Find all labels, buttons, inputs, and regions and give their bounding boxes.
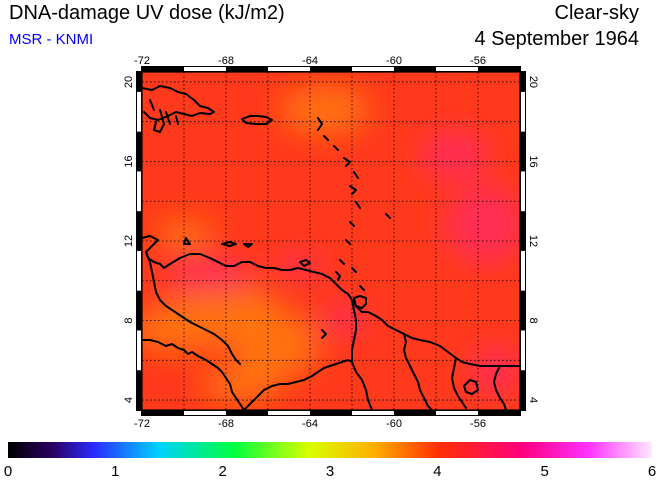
coastlines	[141, 85, 521, 411]
colorbar-tick-label: 6	[648, 463, 656, 480]
coastline-puerto-rico	[241, 115, 273, 125]
lon-tick-label-bottom: -56	[470, 418, 486, 430]
lat-tick-label-right: 20	[527, 76, 539, 88]
lat-tick-label-left: 20	[123, 76, 135, 88]
colorbar-tick-label: 5	[540, 463, 548, 480]
frame-segment	[521, 211, 526, 251]
frame-segment	[226, 67, 268, 72]
frame-segment	[142, 411, 184, 416]
lon-tick-label-top: -68	[218, 55, 234, 67]
lat-tick-label-left: 16	[123, 155, 135, 167]
frame-segment	[137, 131, 142, 172]
field-patch	[470, 345, 520, 395]
lon-tick-label-bottom: -68	[218, 418, 234, 430]
colorbar-tick-label: 3	[326, 463, 334, 480]
field-patch	[280, 85, 370, 135]
map-date: 4 September 1964	[474, 28, 639, 50]
frame-segment	[521, 370, 526, 410]
graticule	[142, 72, 520, 410]
coastline-lesser-antilles	[317, 117, 391, 291]
uv-dose-field	[142, 72, 520, 410]
border-guyana-suriname	[403, 333, 433, 411]
lat-tick-label-right: 12	[527, 235, 539, 247]
frame-segment	[310, 67, 352, 72]
border-venezuela-brazil	[243, 359, 353, 411]
coastline-southamerica	[141, 235, 521, 367]
border-venezuela-colombia	[141, 339, 245, 411]
frame-segment	[478, 411, 520, 416]
lon-tick-label-top: -60	[386, 55, 402, 67]
coastline-islands-east	[321, 329, 479, 395]
lon-tick-label-bottom: -64	[302, 418, 318, 430]
lon-tick-label-top: -64	[302, 55, 318, 67]
colorbar-tick-labels: 0 1 2 3 4 5 6	[4, 463, 656, 480]
colorbar-gradient	[8, 442, 652, 458]
map-title: DNA-damage UV dose (kJ/m2)	[9, 2, 285, 24]
frame-segment	[137, 211, 142, 251]
colorbar-tick-label: 0	[4, 463, 12, 480]
field-patch	[155, 220, 215, 250]
frame-segment	[226, 411, 268, 416]
border-suriname-guiana	[451, 357, 467, 409]
border-maracaibo	[145, 251, 241, 365]
lat-tick-label-left: 8	[123, 317, 135, 323]
field-patch	[445, 185, 520, 265]
field-patch	[230, 310, 320, 380]
field-patch	[420, 130, 490, 180]
frame-segment	[478, 67, 520, 72]
coastline-margarita	[299, 259, 311, 267]
border-venezuela-guyana	[351, 299, 373, 411]
plot-border	[141, 71, 521, 411]
lat-tick-label-right: 4	[527, 397, 539, 403]
lon-tick-label-bottom: -60	[386, 418, 402, 430]
colorbar-tick-label: 4	[433, 463, 441, 480]
lon-tick-label-top: -72	[134, 55, 150, 67]
coastline-hispaniola	[141, 85, 215, 133]
frame-segment	[137, 290, 142, 331]
lat-tick-label-left: 4	[123, 397, 135, 403]
uv-dose-map: -72 -72 -68 -68 -64 -64 -60 -60 -56 -56 4 4 8 8 12 12 16…	[123, 55, 539, 430]
lat-tick-label-left: 12	[123, 235, 135, 247]
frame-segment	[137, 72, 142, 92]
frame-segment	[521, 72, 526, 92]
lat-tick-label-right: 8	[527, 317, 539, 323]
field-patch	[320, 305, 370, 335]
coastline-curacao	[183, 237, 253, 248]
sky-condition-label: Clear-sky	[554, 2, 639, 24]
frame-segment	[310, 411, 352, 416]
border-guiana-brazil	[493, 365, 507, 411]
colorbar-tick-label: 1	[111, 463, 119, 480]
colorbar: 0 1 2 3 4 5 6	[4, 442, 656, 480]
colorbar-tick-label: 2	[218, 463, 226, 480]
lon-tick-label-top: -56	[470, 55, 486, 67]
coastline-trinidad	[353, 295, 367, 309]
frame-segment	[137, 370, 142, 410]
map-credit: MSR - KNMI	[9, 31, 94, 48]
frame-segment	[521, 290, 526, 331]
frame-segment	[394, 411, 436, 416]
map-frame: -72 -72 -68 -68 -64 -64 -60 -60 -56 -56 4 4 8 8 12 12 16…	[123, 55, 539, 430]
frame-segment	[394, 67, 436, 72]
frame-segment	[142, 67, 184, 72]
lat-tick-label-right: 16	[527, 155, 539, 167]
lon-tick-label-bottom: -72	[134, 418, 150, 430]
frame-segment	[521, 131, 526, 172]
